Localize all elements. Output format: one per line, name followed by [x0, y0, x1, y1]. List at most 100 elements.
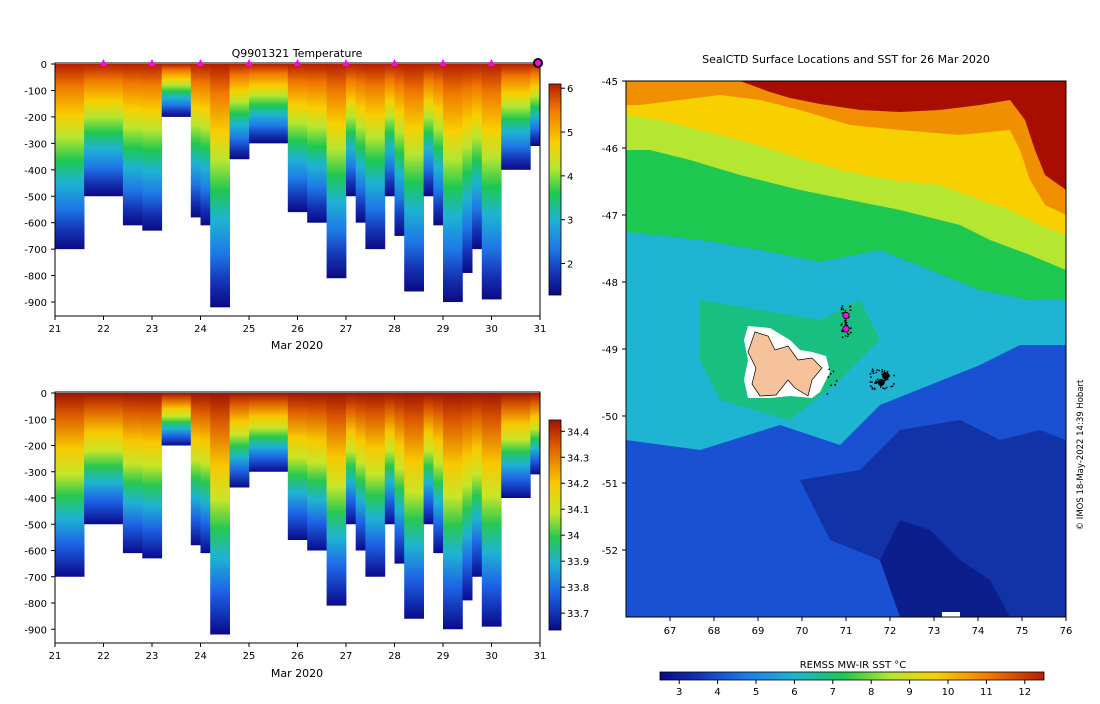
- seal-dive-point: [844, 310, 847, 312]
- seal-dive-point: [841, 305, 844, 307]
- salinity-y-tick-label: -300: [24, 468, 47, 479]
- salinity-profile-column: [481, 393, 492, 627]
- sst-cbar-tick-label: 9: [906, 687, 912, 698]
- temperature-profile-column: [249, 64, 260, 144]
- temperature-profile-column: [481, 64, 492, 300]
- seal-track: [826, 305, 895, 395]
- salinity-profile-column: [132, 393, 143, 554]
- seal-dive-point: [870, 376, 872, 378]
- seal-dive-point: [847, 333, 850, 336]
- temperature-x-tick-label: 21: [49, 324, 62, 335]
- salinity-x-tick-label: 27: [340, 651, 353, 662]
- salinity-profile-column: [443, 393, 454, 630]
- salinity-profile-column: [297, 393, 308, 540]
- map-x-tick-label: 68: [708, 626, 721, 637]
- sst-orange-zone: [626, 81, 1066, 215]
- temperature-surface-markers: [100, 58, 543, 68]
- temperature-profile-column: [297, 64, 308, 213]
- temperature-x-tick-label: 26: [291, 324, 304, 335]
- salinity-profile-column: [268, 393, 279, 472]
- surface-marker: [100, 59, 107, 66]
- surface-marker: [488, 59, 495, 66]
- temperature-x-ticks: 21 22 23 24 25 26 27 28 29 30 31: [49, 316, 546, 335]
- seal-dive-point: [841, 336, 844, 339]
- temperature-colorbar-ticks: 6 5 4 3 2: [561, 84, 573, 271]
- temperature-profile-column: [384, 64, 395, 197]
- sst-cbar-tick-label: 5: [753, 687, 759, 698]
- temperature-profile-column: [316, 64, 327, 223]
- salinity-profile-column: [287, 393, 298, 540]
- map-credit: © IMOS 18-May-2022 14:39 Hobart: [1076, 379, 1086, 530]
- seal-dive-point: [893, 383, 895, 385]
- temperature-profile-column: [278, 64, 289, 144]
- surface-marker: [439, 59, 447, 66]
- temperature-profile-column: [336, 64, 347, 279]
- sst-cbar-tick-label: 11: [980, 687, 993, 698]
- temperature-profile-column: [190, 64, 201, 218]
- temperature-profile-column: [510, 64, 521, 170]
- salinity-profile-column: [491, 393, 502, 627]
- temperature-profile-column: [181, 64, 192, 117]
- seal-dive-point: [876, 369, 879, 371]
- seal-dive-point: [828, 368, 831, 371]
- salinity-profile-column: [462, 393, 473, 601]
- seal-dive-point: [835, 380, 838, 382]
- salinity-profile-column: [326, 393, 337, 606]
- temperature-cbar-tick-label: 5: [567, 128, 573, 139]
- seal-dive-point: [874, 382, 876, 384]
- salinity-xlabel: Mar 2020: [271, 667, 323, 680]
- seal-dive-point: [869, 385, 872, 387]
- temperature-profile-column: [142, 64, 153, 231]
- seal-dive-point: [875, 380, 877, 383]
- surface-marker: [245, 59, 253, 66]
- salinity-profile-column: [355, 393, 366, 551]
- seal-dive-point: [881, 368, 884, 371]
- temperature-profile-column: [520, 64, 531, 170]
- seal-dive-point: [844, 335, 847, 337]
- salinity-profile-column: [278, 393, 289, 472]
- salinity-profile-column: [161, 393, 172, 446]
- temperature-profile-column: [307, 64, 318, 223]
- salinity-profile-column: [181, 393, 192, 446]
- seal-dive-point: [842, 308, 845, 311]
- temperature-profile-column: [326, 64, 337, 279]
- salinity-profile-column: [74, 393, 85, 577]
- temperature-cbar-tick-label: 4: [567, 172, 573, 183]
- salinity-profile-column: [520, 393, 531, 498]
- temperature-y-tick-label: -900: [24, 298, 47, 309]
- sst-cbar-tick-label: 10: [942, 687, 955, 698]
- temperature-x-tick-label: 25: [243, 324, 256, 335]
- salinity-profile-column: [55, 393, 66, 577]
- map-x-tick-label: 74: [972, 626, 985, 637]
- seal-dive-point: [826, 393, 829, 395]
- salinity-profile-column: [190, 393, 201, 546]
- temperature-x-tick-label: 22: [97, 324, 110, 335]
- temperature-profile-column: [443, 64, 454, 303]
- temperature-y-ticks: 0 -100 -200 -300 -400 -500 -600 -700 -800 -900: [24, 60, 55, 309]
- salinity-cbar-tick-label: 33.7: [567, 609, 589, 620]
- seal-dive-point: [844, 321, 847, 324]
- salinity-profile-column: [433, 393, 444, 554]
- temperature-x-tick-label: 23: [146, 324, 159, 335]
- temperature-colorbar: [548, 83, 562, 296]
- salinity-cbar-tick-label: 34.1: [567, 505, 589, 516]
- map-x-tick-label: 67: [664, 626, 677, 637]
- temperature-y-tick-label: -800: [24, 272, 47, 283]
- temperature-profile-column: [530, 64, 541, 146]
- temperature-cbar-tick-label: 2: [567, 260, 573, 271]
- temperature-y-tick-label: -700: [24, 245, 47, 256]
- seal-dive-point: [882, 387, 885, 390]
- map-x-tick-label: 71: [840, 626, 853, 637]
- seal-dive-point: [844, 319, 846, 322]
- sst-colorbar-label: REMSS MW-IR SST °C: [800, 660, 907, 671]
- seal-dive-point: [840, 307, 843, 309]
- salinity-x-tick-label: 31: [534, 651, 547, 662]
- salinity-x-ticks: 21 22 23 24 25 26 27 28 29 30 31: [49, 643, 547, 662]
- temperature-y-tick-label: -600: [24, 219, 47, 230]
- salinity-profile-column: [452, 393, 463, 630]
- temperature-profile-column: [433, 64, 444, 226]
- temperature-profile-column: [122, 64, 133, 226]
- sst-coldest-zone: [880, 520, 1010, 617]
- salinity-x-tick-label: 25: [243, 651, 256, 662]
- temperature-x-tick-label: 29: [437, 324, 450, 335]
